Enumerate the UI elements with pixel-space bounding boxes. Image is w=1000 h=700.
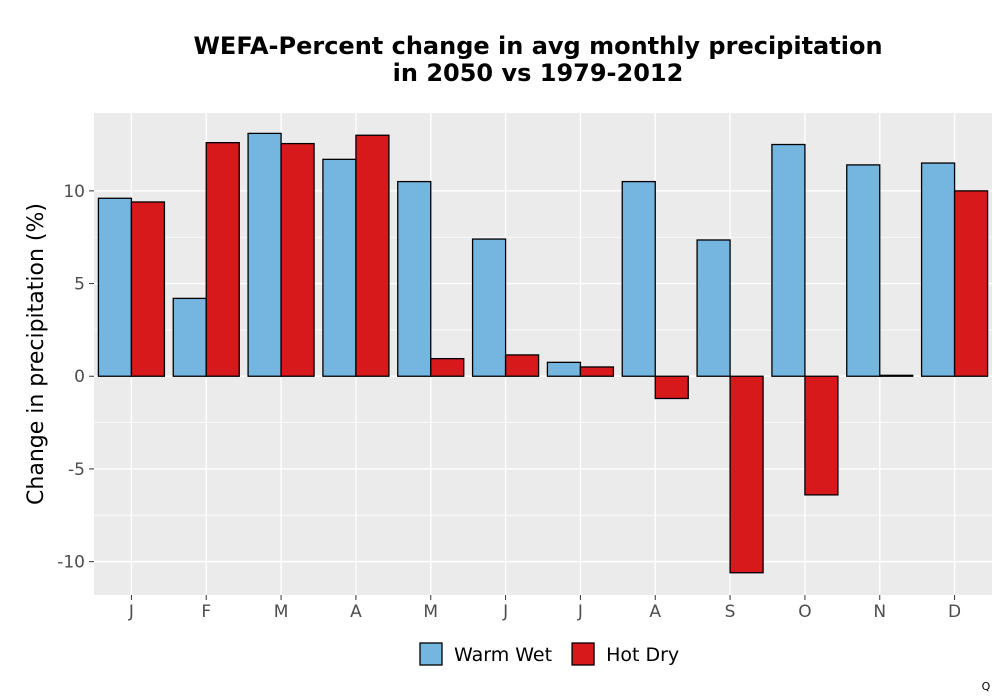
bar-hot-dry-10 <box>879 374 914 377</box>
bar-warm-wet-6 <box>546 361 582 377</box>
bar-hot-dry-11 <box>953 190 989 377</box>
plot-panel <box>94 113 992 595</box>
bar-hot-dry-1 <box>205 142 240 377</box>
bar-hot-dry-5 <box>504 354 540 377</box>
bar-warm-wet-1 <box>172 297 207 377</box>
legend-label: Hot Dry <box>606 644 679 666</box>
x-tick-label: F <box>201 602 211 622</box>
y-tick-label: 5 <box>74 275 85 295</box>
panel-background <box>94 113 992 595</box>
bar-hot-dry-3 <box>355 134 390 377</box>
bar-warm-wet-8 <box>696 239 731 377</box>
legend-label: Warm Wet <box>454 644 552 666</box>
bar-warm-wet-4 <box>397 180 432 377</box>
bar-hot-dry-4 <box>430 357 465 377</box>
y-tick-label: 0 <box>74 367 85 387</box>
x-tick-label: D <box>948 602 961 622</box>
bar-warm-wet-0 <box>97 197 133 377</box>
bar-warm-wet-2 <box>247 132 282 377</box>
footer-mark: Q <box>982 680 991 693</box>
bar-hot-dry-0 <box>130 201 166 377</box>
chart-title: WEFA-Percent change in avg monthly preci… <box>193 32 882 60</box>
x-tick-label: N <box>873 602 886 622</box>
bar-warm-wet-10 <box>846 164 881 377</box>
bar-hot-dry-2 <box>280 142 315 377</box>
legend: Warm Wet Hot Dry <box>419 642 679 666</box>
y-axis-title: Change in precipitation (%) <box>24 203 49 505</box>
x-tick-label: M <box>274 602 289 622</box>
y-tick-label: -5 <box>68 460 85 480</box>
bar-hot-dry-9 <box>804 375 839 496</box>
x-tick-label: A <box>350 602 362 622</box>
x-tick-label: A <box>649 602 661 622</box>
bar-warm-wet-9 <box>771 143 806 377</box>
x-tick-label: M <box>423 602 438 622</box>
y-tick-label: 10 <box>63 182 85 202</box>
bar-warm-wet-7 <box>621 180 656 377</box>
x-tick-label: J <box>502 602 508 622</box>
x-tick-label: J <box>128 602 134 622</box>
bar-warm-wet-11 <box>920 162 956 377</box>
bar-hot-dry-7 <box>654 375 689 400</box>
bar-hot-dry-6 <box>579 366 615 377</box>
bar-warm-wet-3 <box>322 158 357 377</box>
x-tick-label: J <box>577 602 583 622</box>
y-tick-label: -10 <box>57 553 85 573</box>
x-tick-label: S <box>725 602 736 622</box>
legend-key-warm-wet <box>419 642 443 666</box>
bars <box>97 132 989 574</box>
bar-hot-dry-8 <box>729 375 764 574</box>
bar-warm-wet-5 <box>471 238 507 377</box>
y-axis-ticks: -10 -5 0 5 10 <box>57 182 94 573</box>
legend-key-hot-dry <box>571 642 595 666</box>
x-tick-label: O <box>798 602 811 622</box>
chart-subtitle: in 2050 vs 1979-2012 <box>393 59 684 87</box>
